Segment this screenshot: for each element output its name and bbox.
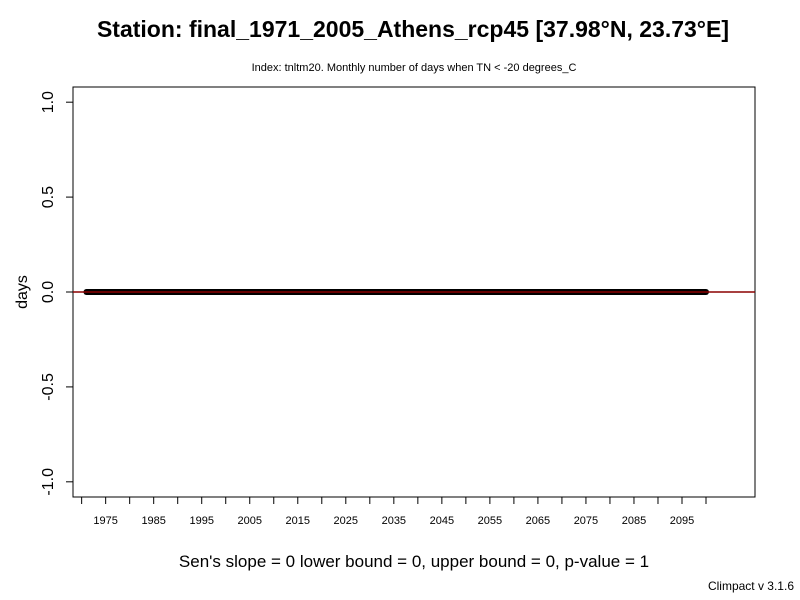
trend-stats: Sen's slope = 0 lower bound = 0, upper b… xyxy=(179,552,649,571)
chart-subtitle: Index: tnltm20. Monthly number of days w… xyxy=(252,62,577,74)
x-tick-label: 2075 xyxy=(574,515,598,527)
x-tick-label: 2025 xyxy=(334,515,358,527)
x-tick-label: 1995 xyxy=(189,515,213,527)
x-tick-label: 2015 xyxy=(286,515,310,527)
x-tick-label: 2005 xyxy=(238,515,262,527)
chart-title: Station: final_1971_2005_Athens_rcp45 [3… xyxy=(97,16,729,42)
x-tick-label: 2085 xyxy=(622,515,646,527)
y-axis: -1.0 -0.5 0.0 0.5 1.0 xyxy=(40,91,73,496)
y-tick-label: -1.0 xyxy=(40,468,57,496)
x-tick-label: 2035 xyxy=(382,515,406,527)
y-tick-label: 0.0 xyxy=(40,281,57,303)
y-tick-label: 0.5 xyxy=(40,186,57,208)
x-tick-label: 1985 xyxy=(141,515,165,527)
x-tick-label: 2045 xyxy=(430,515,454,527)
x-tick-label: 2095 xyxy=(670,515,694,527)
y-tick-label: 1.0 xyxy=(40,91,57,113)
x-axis: 1975 1985 1995 2005 2015 2025 2035 2045 2055 2065… xyxy=(81,497,707,527)
y-tick-label: -0.5 xyxy=(40,373,57,401)
x-tick-label: 1975 xyxy=(93,515,117,527)
version-label: Climpact v 3.1.6 xyxy=(708,579,794,593)
y-axis-label: days xyxy=(14,275,31,309)
x-tick-label: 2055 xyxy=(478,515,502,527)
x-tick-label: 2065 xyxy=(526,515,550,527)
